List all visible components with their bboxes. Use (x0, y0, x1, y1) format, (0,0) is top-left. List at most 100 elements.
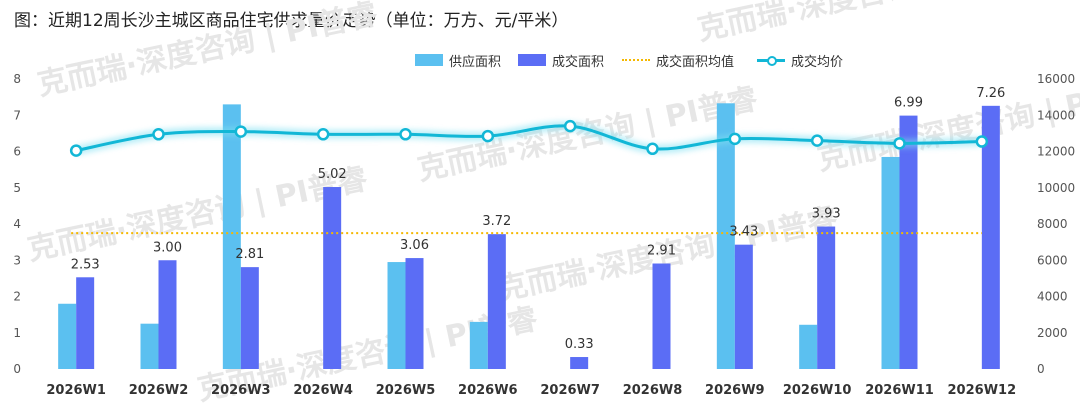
deal-bar (899, 115, 918, 369)
x-tick-label: 2026W12 (948, 383, 1017, 398)
y-right-tick-label: 12000 (1037, 145, 1075, 159)
supply-bar (469, 321, 488, 369)
y-left-tick-label: 4 (13, 217, 21, 231)
deal-bar (981, 105, 1000, 369)
deal-data-label: 2.53 (71, 257, 100, 272)
y-axis-left: 0 1 2 3 4 5 6 7 8 (13, 72, 21, 376)
x-tick-label: 2026W8 (623, 383, 683, 398)
deal-bar (734, 244, 753, 369)
x-tick-label: 2026W9 (705, 383, 765, 398)
y-left-tick-label: 2 (13, 290, 21, 304)
avg-price-point (152, 128, 165, 141)
legend-swatch-deal (518, 54, 546, 66)
avg-price-point (399, 128, 412, 141)
data-labels-layer: 2.53 3.00 2.81 5.02 3.06 3.72 0.33 2.91 3.43 3.93… (71, 86, 1006, 352)
legend-swatch-supply (415, 54, 443, 66)
watermark-text: 克而瑞·深度咨询 | PI普睿 (814, 71, 1080, 177)
x-axis: 2026W1 2026W2 2026W3 2026W4 2026W5 2026W6 2026… (46, 383, 1016, 398)
x-tick-label: 2026W5 (376, 383, 436, 398)
y-left-tick-label: 8 (13, 72, 21, 86)
deal-data-label: 3.00 (153, 240, 182, 255)
y-right-tick-label: 10000 (1037, 181, 1075, 195)
legend-swatch-avg-area (622, 59, 650, 61)
y-right-tick-label: 8000 (1037, 217, 1068, 231)
avg-price-point (316, 128, 330, 141)
watermark-text: 克而瑞·深度咨询 | PI普睿 (34, 0, 381, 103)
avg-price-line (75, 124, 982, 153)
legend-item-deal[interactable]: 成交面积 (518, 49, 604, 71)
y-right-tick-label: 14000 (1037, 108, 1075, 122)
avg-price-point (646, 142, 659, 156)
deal-bar (158, 260, 177, 369)
x-tick-label: 2026W7 (540, 383, 600, 398)
deal-bar (570, 357, 589, 369)
deal-data-label: 5.02 (318, 167, 347, 182)
legend-label-avg-price: 成交均价 (791, 54, 844, 70)
x-tick-label: 2026W10 (783, 383, 852, 398)
legend-item-supply[interactable]: 供应面积 (415, 49, 501, 71)
supply-bar (140, 323, 159, 369)
avg-price-line-layer (69, 119, 989, 157)
avg-price-point (810, 134, 824, 147)
y-left-tick-label: 3 (13, 253, 21, 267)
deal-data-label: 3.06 (400, 238, 429, 253)
supply-bar (716, 103, 735, 369)
legend-item-avg-area[interactable]: 成交面积均值 (622, 49, 734, 71)
legend-label-supply: 供应面积 (449, 54, 502, 70)
legend-swatch-avg-price (757, 54, 785, 66)
deal-bar (76, 277, 95, 369)
bars-layer (58, 103, 1000, 369)
x-tick-label: 2026W2 (129, 383, 189, 398)
x-tick-label: 2026W6 (458, 383, 518, 398)
x-tick-label: 2026W1 (46, 383, 106, 398)
deal-data-label: 0.33 (565, 337, 594, 352)
deal-bar (240, 267, 259, 369)
avg-price-point (563, 119, 577, 133)
y-right-tick-label: 0 (1037, 362, 1045, 376)
chart-title: 图：近期12周长沙主城区商品住宅供求量价走势（单位：万方、元/平米） (14, 11, 569, 31)
legend: 供应面积 成交面积 成交面积均值 成交均价 (0, 49, 1080, 71)
legend-label-avg-area: 成交面积均值 (656, 54, 735, 70)
supply-bar (881, 156, 900, 369)
y-left-tick-label: 6 (13, 145, 21, 159)
supply-bar (58, 303, 77, 369)
y-right-tick-label: 16000 (1037, 72, 1075, 86)
deal-data-label: 2.91 (647, 244, 676, 259)
y-right-tick-label: 2000 (1037, 326, 1068, 340)
deal-data-label: 3.43 (729, 225, 758, 240)
y-left-tick-label: 1 (13, 326, 21, 340)
deal-bar (817, 226, 836, 369)
avg-price-point (728, 132, 742, 146)
supply-bar (222, 104, 241, 369)
avg-price-point (893, 137, 906, 150)
y-left-tick-label: 5 (13, 181, 21, 195)
x-tick-label: 2026W11 (865, 383, 934, 398)
y-right-tick-label: 4000 (1037, 290, 1068, 304)
avg-price-point (69, 144, 83, 157)
avg-price-point (234, 125, 248, 138)
deal-bar (405, 258, 424, 369)
supply-bar (387, 262, 406, 369)
deal-bar (652, 263, 671, 369)
watermark-text: 克而瑞·深度咨询 | PI普睿 (694, 0, 1041, 48)
y-left-tick-label: 0 (13, 362, 21, 376)
deal-data-label: 2.81 (235, 247, 264, 262)
x-tick-label: 2026W4 (293, 383, 353, 398)
avg-price-point (975, 135, 989, 148)
y-right-tick-label: 6000 (1037, 253, 1068, 267)
avg-price-point (481, 129, 495, 143)
y-axis-right: 0 2000 4000 6000 8000 10000 12000 14000 16000 (1037, 72, 1075, 376)
deal-data-label: 7.26 (976, 86, 1005, 101)
legend-item-avg-price[interactable]: 成交均价 (757, 49, 843, 71)
deal-bar (323, 187, 342, 369)
y-left-tick-label: 7 (13, 108, 21, 122)
deal-data-label: 6.99 (894, 96, 923, 111)
supply-bar (799, 324, 818, 369)
deal-bar (487, 234, 506, 369)
deal-data-label: 3.72 (482, 214, 511, 229)
deal-data-label: 3.93 (812, 207, 841, 222)
x-tick-label: 2026W3 (211, 383, 271, 398)
legend-label-deal: 成交面积 (552, 54, 605, 70)
